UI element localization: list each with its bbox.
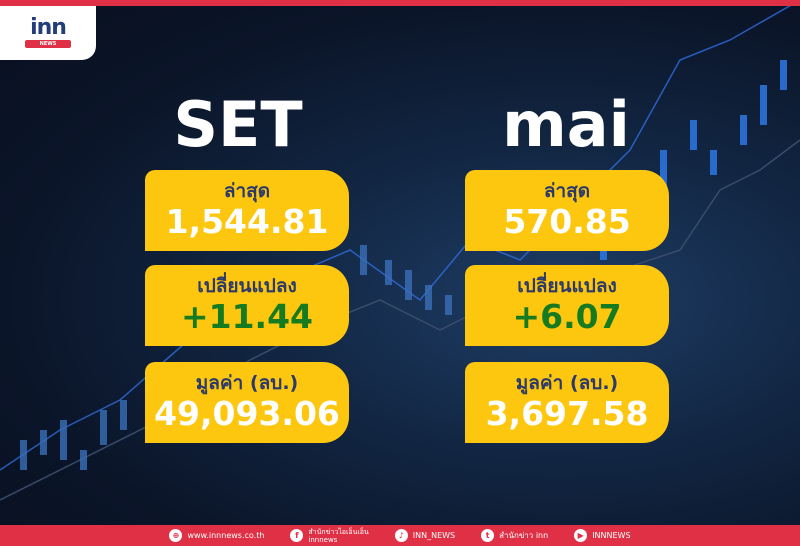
candle-mark bbox=[740, 115, 747, 145]
candle-mark bbox=[710, 150, 717, 175]
candle-mark bbox=[690, 120, 697, 150]
footer-facebook[interactable]: f สำนักข่าวไอเอ็นเอ็น innnews bbox=[290, 528, 369, 544]
candle-mark bbox=[100, 410, 107, 445]
candle-mark bbox=[40, 430, 47, 455]
tiktok-icon: ♪ bbox=[394, 529, 408, 542]
footer-tiktok[interactable]: ♪ INN_NEWS bbox=[394, 529, 455, 542]
twitter-icon: t bbox=[481, 529, 495, 542]
facebook-icon: f bbox=[290, 529, 304, 542]
candle-mark bbox=[425, 285, 432, 310]
mai-title: mai bbox=[502, 88, 630, 161]
candle-mark bbox=[445, 295, 452, 315]
candle-mark bbox=[360, 245, 367, 275]
candle-mark bbox=[760, 85, 767, 125]
candle-mark bbox=[660, 150, 667, 190]
footer-website[interactable]: ⊕ www.innnews.co.th bbox=[169, 529, 264, 542]
mai-change-card: เปลี่ยนแปลง +6.07 bbox=[465, 265, 669, 346]
candle-mark bbox=[780, 60, 787, 90]
inn-news-logo[interactable]: inn NEWS bbox=[0, 6, 96, 60]
set-title: SET bbox=[173, 88, 303, 161]
candle-mark bbox=[405, 270, 412, 300]
candle-mark bbox=[80, 450, 87, 470]
set-value-card: มูลค่า (ลบ.) 49,093.06 bbox=[145, 362, 349, 443]
mai-last-card: ล่าสุด 570.85 bbox=[465, 170, 669, 251]
candle-mark bbox=[120, 400, 127, 430]
mai-value-card: มูลค่า (ลบ.) 3,697.58 bbox=[465, 362, 669, 443]
youtube-icon: ▶ bbox=[574, 529, 588, 542]
footer-bar: ⊕ www.innnews.co.th f สำนักข่าวไอเอ็นเอ็น i… bbox=[0, 525, 800, 546]
globe-icon: ⊕ bbox=[169, 529, 183, 542]
candle-mark bbox=[20, 440, 27, 470]
footer-twitter[interactable]: t สำนักข่าว inn bbox=[481, 529, 548, 542]
candle-mark bbox=[385, 260, 392, 285]
top-accent-bar bbox=[0, 0, 800, 6]
candle-mark bbox=[60, 420, 67, 460]
footer-youtube[interactable]: ▶ INNNEWS bbox=[574, 529, 631, 542]
set-change-card: เปลี่ยนแปลง +11.44 bbox=[145, 265, 349, 346]
set-last-card: ล่าสุด 1,544.81 bbox=[145, 170, 349, 251]
